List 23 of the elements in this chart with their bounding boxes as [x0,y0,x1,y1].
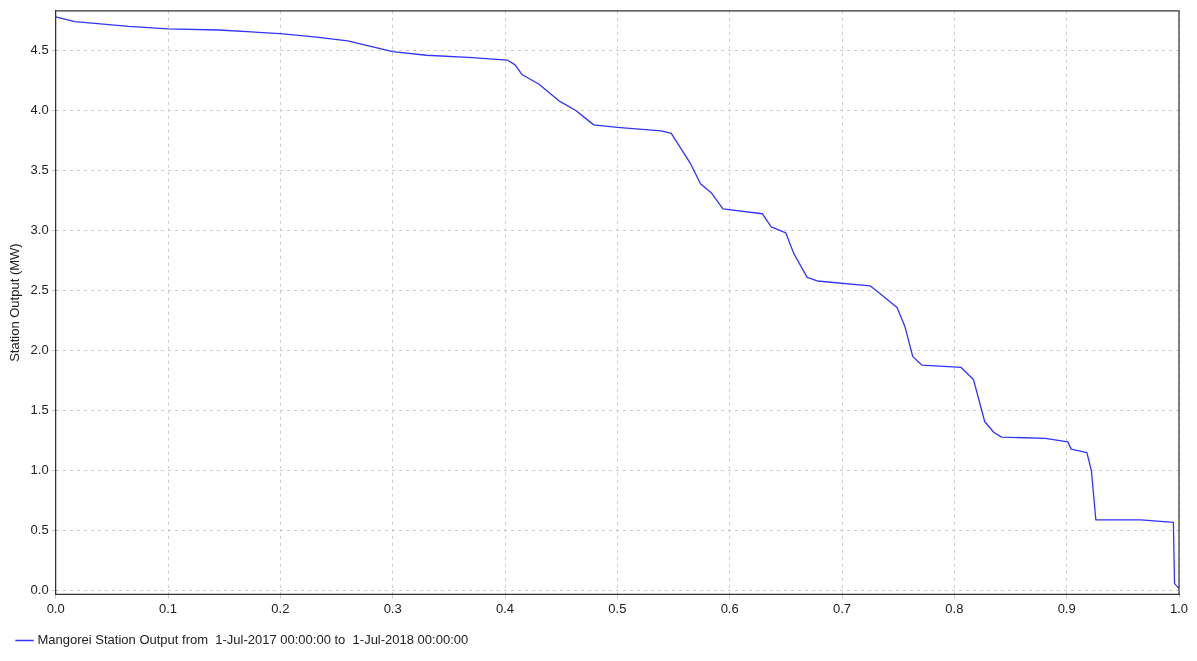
y-tick-label: 0.5 [30,522,49,538]
x-tick-label: 0.7 [832,600,852,616]
y-tick-label: 1.0 [30,462,49,478]
y-tick-label: 2.0 [30,342,49,358]
x-tick-label: 0.1 [158,600,178,616]
x-tick-label: 0.8 [945,600,964,616]
x-tick-label: 0.0 [46,600,65,616]
x-tick-label: 0.9 [1057,600,1076,616]
y-tick-label: 3.5 [30,162,49,178]
x-tick-label: 0.5 [608,600,627,616]
x-tick-label: 0.4 [495,600,515,616]
x-tick-label: 1.0 [1169,600,1189,616]
x-tick-label: 0.6 [720,600,739,616]
legend-label: Mangorei Station Output from 1-Jul-2017 00:00:00 to 1-Jul-2018 00:00:00 [37,632,469,648]
y-axis-title: Station Output (MW) [7,243,23,362]
y-tick-label: 4.5 [30,42,49,58]
y-tick-label: 2.5 [30,282,49,298]
y-tick-label: 1.5 [30,402,49,418]
y-tick-label: 3.0 [30,222,49,238]
y-tick-label: 0.0 [30,582,49,598]
y-tick-label: 4.0 [30,102,49,118]
x-tick-label: 0.3 [383,600,402,616]
x-tick-label: 0.2 [271,600,290,616]
